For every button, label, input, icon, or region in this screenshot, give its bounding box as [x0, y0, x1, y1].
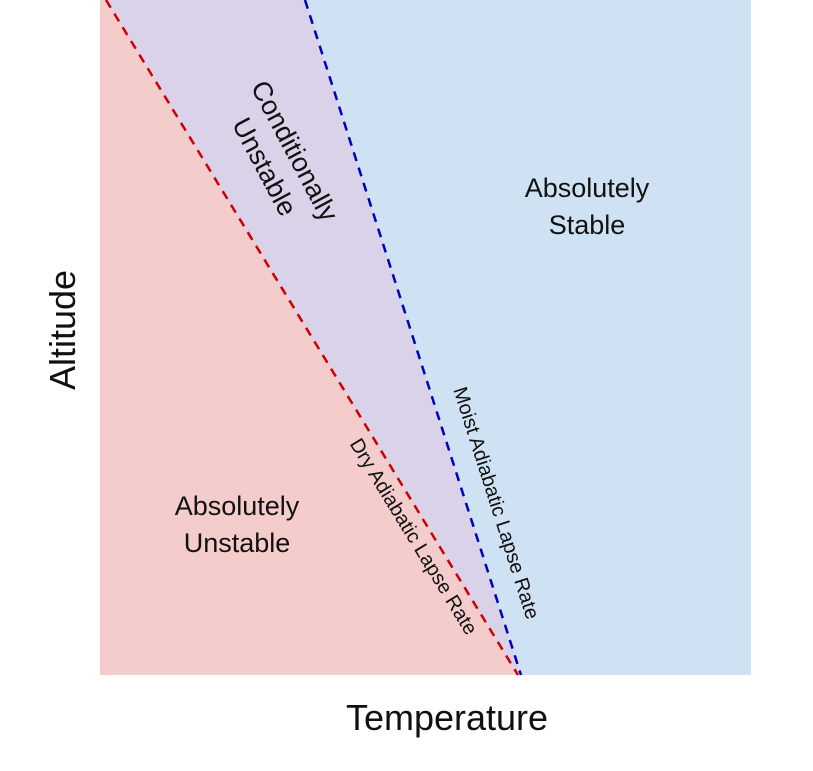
region-absolutely-unstable [100, 0, 518, 675]
absolutely-unstable-label: Absolutely Unstable [175, 491, 300, 558]
dry-adiabatic-line [104, 0, 520, 676]
absolutely-stable-line2: Stable [549, 210, 626, 240]
absolutely-unstable-line2: Unstable [184, 528, 291, 558]
y-axis-label: Altitude [42, 270, 83, 390]
x-axis-label: Temperature [346, 697, 548, 738]
absolutely-unstable-line1: Absolutely [175, 491, 300, 521]
absolutely-stable-line1: Absolutely [525, 173, 650, 203]
moist-adiabatic-line [303, 0, 523, 676]
absolutely-stable-label: Absolutely Stable [525, 173, 650, 240]
